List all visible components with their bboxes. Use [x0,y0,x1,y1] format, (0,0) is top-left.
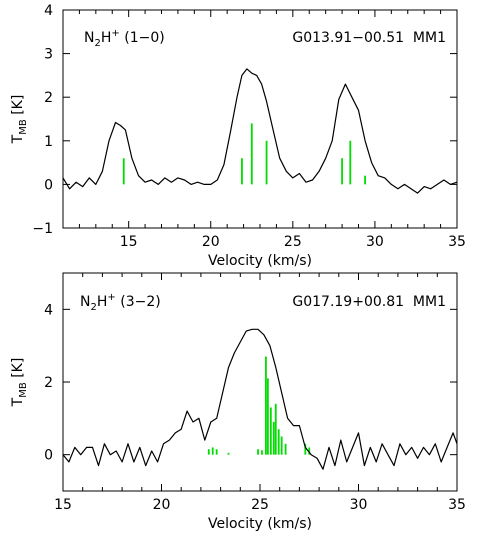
y-tick-label: 4 [44,3,53,19]
source-name: G017.19+00.81 MM1 [292,294,446,310]
label-transition: (1−0) [120,30,165,46]
y-label-base: T [10,134,26,144]
label-transition: (3−2) [116,294,161,310]
y-tick-label: 3 [44,47,53,63]
label-superscript: + [107,292,115,303]
y-tick-label: 0 [44,448,53,464]
x-tick-label: 15 [120,234,138,250]
y-label-unit: [K] [10,358,26,383]
x-axis-label: Velocity (km/s) [208,253,312,269]
molecule-label: N2H+ (1−0) [84,28,165,49]
y-label-unit: [K] [10,95,26,120]
chart-marks: 15 20 25 30 35 −1 0 1 2 3 4 [32,3,466,250]
x-tick-label: 25 [284,234,302,250]
spectrum-line [62,328,458,470]
y-label-base: T [10,397,26,407]
x-axis-label: Velocity (km/s) [208,516,312,532]
x-tick-label: 20 [153,497,171,513]
label-subscript: 2 [90,302,96,313]
x-tick-label: 20 [202,234,220,250]
source-name: G013.91−00.51 MM1 [292,30,446,46]
label-subscript: 2 [94,38,100,49]
x-tick-label: 30 [350,497,368,513]
y-tick-label: 2 [44,90,53,106]
x-tick-label: 35 [448,234,466,250]
label-superscript: + [111,28,119,39]
y-tick-label: −1 [32,221,53,237]
x-tick-label: 30 [366,234,384,250]
y-axis-label: TMB [K] [10,358,29,408]
x-tick-label: 15 [54,497,72,513]
y-tick-label: 1 [44,134,53,150]
x-tick-label: 25 [251,497,269,513]
y-label-subscript: MB [18,382,29,398]
y-label-subscript: MB [18,119,29,135]
spectrum-line [62,68,458,194]
label-mid: H [101,30,112,46]
chart-marks: 15 20 25 30 35 0 2 4 [44,273,466,513]
y-tick-label: 2 [44,375,53,391]
y-tick-label: 0 [44,177,53,193]
y-tick-label: 4 [44,302,53,318]
label-base: N [84,30,94,46]
molecule-label: N2H+ (3−2) [80,292,161,313]
y-axis-label: TMB [K] [10,95,29,145]
label-base: N [80,294,90,310]
label-mid: H [97,294,108,310]
x-tick-label: 35 [448,497,466,513]
